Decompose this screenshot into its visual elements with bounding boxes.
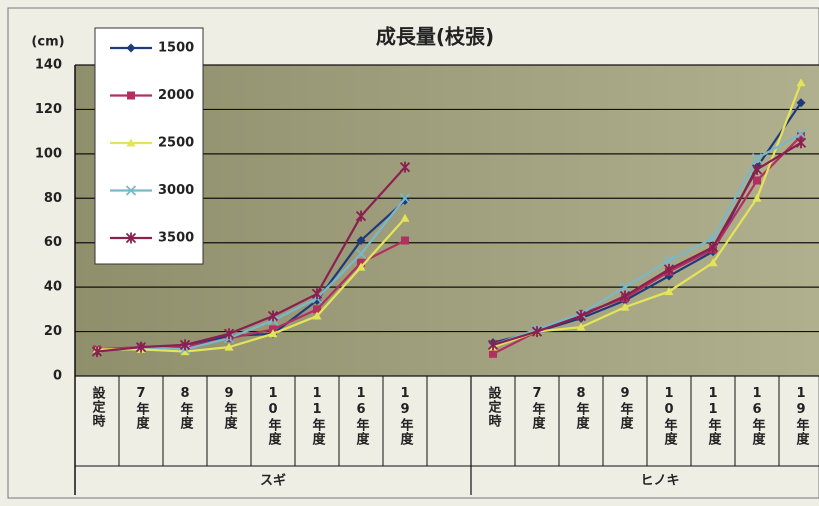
marker: [125, 232, 137, 244]
marker: [312, 311, 322, 320]
y-axis-label: (cm): [31, 35, 64, 50]
marker: [620, 302, 630, 311]
marker: [179, 339, 191, 351]
x-tick-label: 8年度: [574, 386, 590, 430]
y-tick-label: 20: [44, 324, 62, 339]
marker: [127, 91, 135, 100]
marker: [135, 341, 147, 353]
legend-label: 2500: [158, 136, 194, 151]
marker: [752, 193, 762, 202]
marker: [355, 210, 367, 222]
marker: [796, 78, 806, 87]
marker: [663, 255, 675, 266]
marker: [91, 346, 103, 358]
marker: [619, 282, 631, 293]
marker: [224, 342, 234, 351]
marker: [664, 287, 674, 296]
marker: [531, 326, 543, 338]
marker: [489, 349, 497, 358]
y-tick-label: 40: [44, 280, 62, 295]
marker: [795, 128, 807, 140]
legend-label: 3000: [158, 183, 194, 198]
x-tick-label: 7年度: [530, 386, 546, 430]
y-tick-label: 0: [53, 369, 62, 384]
marker: [575, 310, 587, 322]
marker: [751, 163, 763, 175]
marker: [751, 153, 763, 164]
group-label: スギ: [260, 473, 286, 489]
marker: [796, 98, 806, 108]
x-tick-label: 8年度: [178, 386, 194, 430]
x-tick-label: 11年度: [310, 386, 326, 446]
x-tick-label: 16年度: [750, 386, 766, 446]
legend-label: 3500: [158, 231, 194, 246]
frame: [7, 7, 819, 499]
marker: [180, 347, 190, 356]
marker: [356, 262, 366, 271]
y-tick-label: 140: [35, 58, 62, 73]
x-tick-label: 11年度: [706, 386, 722, 446]
y-tick-label: 120: [35, 102, 62, 117]
legend-label: 2000: [158, 88, 194, 103]
marker: [753, 176, 761, 185]
marker: [401, 236, 409, 245]
series-line: [97, 82, 803, 353]
x-tick-label: 9年度: [222, 386, 238, 430]
marker: [125, 185, 137, 196]
chart-title: 成長量(枝張): [376, 25, 494, 49]
legend-label: 1500: [158, 41, 194, 56]
marker: [223, 328, 235, 340]
x-tick-label: 19年度: [794, 386, 810, 446]
marker: [707, 241, 719, 253]
marker: [355, 248, 367, 259]
marker: [795, 137, 807, 149]
group-label: ヒノキ: [640, 474, 679, 489]
x-tick-label: 10年度: [266, 386, 282, 446]
marker: [797, 132, 805, 141]
x-tick-label: 設定時: [486, 385, 503, 428]
marker: [619, 290, 631, 302]
y-tick-label: 80: [44, 191, 62, 206]
y-tick-label: 100: [35, 146, 62, 161]
marker: [708, 258, 718, 267]
series-line: [96, 141, 802, 353]
x-tick-label: 10年度: [662, 386, 678, 446]
marker: [487, 339, 499, 351]
x-tick-label: 7年度: [134, 386, 150, 430]
marker: [267, 310, 279, 322]
legend: [94, 27, 204, 265]
marker: [313, 305, 321, 314]
marker: [400, 213, 410, 222]
marker: [356, 235, 366, 245]
x-tick-label: 9年度: [618, 386, 634, 430]
marker: [576, 322, 586, 331]
x-tick-label: 19年度: [398, 386, 414, 446]
marker: [399, 161, 411, 173]
marker: [311, 288, 323, 300]
marker: [663, 263, 675, 275]
marker: [268, 329, 278, 338]
y-tick-label: 60: [44, 235, 62, 250]
x-tick-label: 設定時: [90, 385, 107, 428]
marker: [126, 138, 136, 147]
x-tick-label: 16年度: [354, 386, 370, 446]
marker: [399, 193, 411, 204]
marker: [126, 43, 136, 53]
